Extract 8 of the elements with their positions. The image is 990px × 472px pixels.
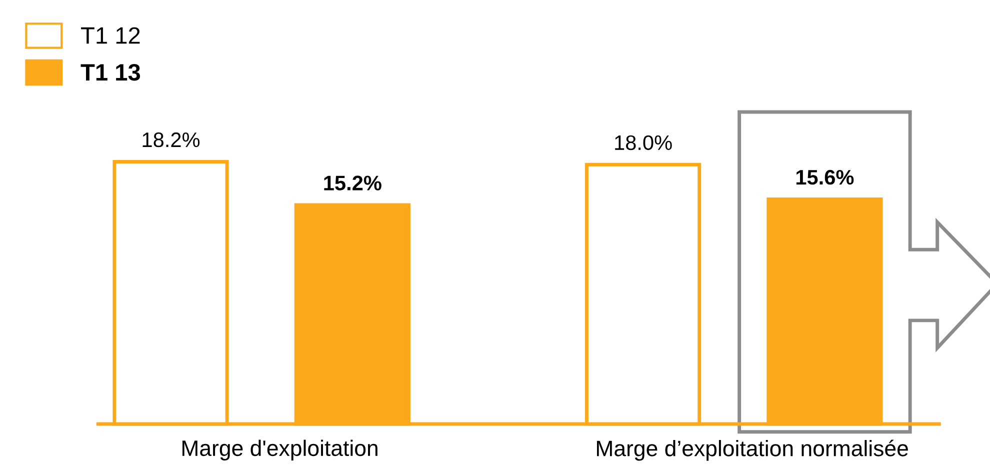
data-label: 18.0%: [615, 135, 672, 150]
data-label: 18.2%: [142, 132, 200, 148]
data-label: 15.2%: [324, 176, 382, 190]
x-tick-label: Marge d'exploitation: [182, 440, 378, 460]
legend-label: T1 13: [80, 64, 140, 81]
legend-label: T1 12: [81, 27, 140, 44]
x-tick-label: Marge d’exploitation normalisée: [596, 440, 908, 461]
data-label: 15.6%: [796, 170, 854, 185]
